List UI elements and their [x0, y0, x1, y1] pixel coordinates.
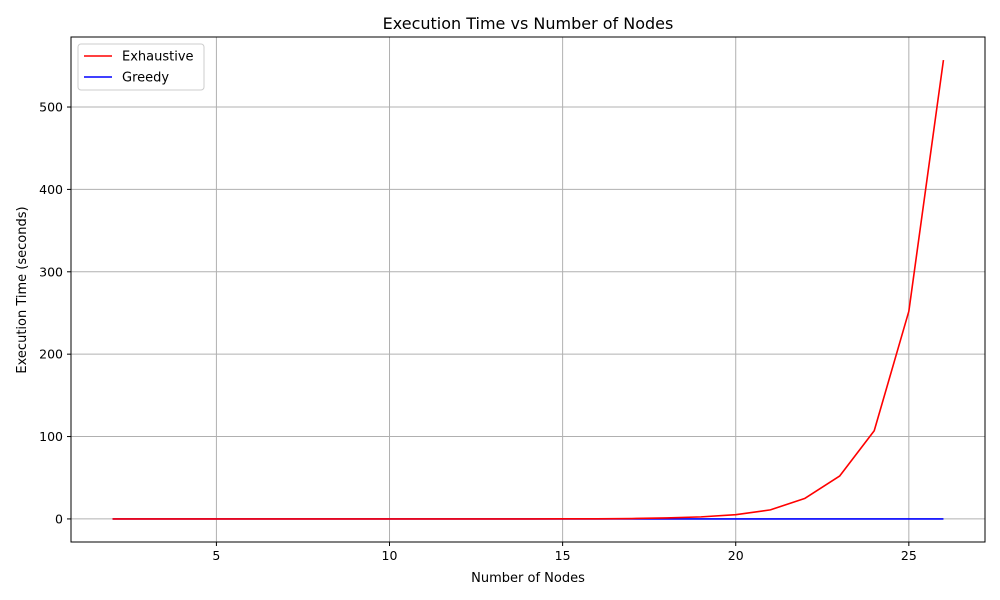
y-tick-label: 500	[39, 100, 63, 115]
x-tick-label: 5	[212, 548, 220, 563]
chart-title: Execution Time vs Number of Nodes	[383, 14, 674, 33]
y-tick-label: 300	[39, 264, 63, 279]
series-lines	[112, 59, 945, 520]
y-tick-label: 400	[39, 182, 63, 197]
y-tick-label: 100	[39, 429, 63, 444]
x-tick-label: 10	[382, 548, 398, 563]
y-axis-label: Execution Time (seconds)	[15, 206, 30, 373]
plot-frame	[70, 36, 986, 543]
y-tick-label: 200	[39, 347, 63, 362]
legend: Exhaustive Greedy	[77, 43, 205, 91]
x-tick-label: 25	[901, 548, 917, 563]
y-tick-label: 0	[55, 511, 63, 526]
legend-label-greedy: Greedy	[122, 71, 169, 86]
x-tick-label: 15	[555, 548, 571, 563]
x-axis-label: Number of Nodes	[471, 571, 585, 586]
series-line-exhaustive	[112, 59, 945, 520]
x-axis-ticks: 5 10 15 20 25	[212, 542, 917, 563]
plot-area	[71, 37, 985, 542]
x-tick-label: 20	[728, 548, 744, 563]
legend-label-exhaustive: Exhaustive	[122, 50, 194, 65]
y-axis-ticks: 0 100 200 300 400 500	[39, 100, 71, 526]
